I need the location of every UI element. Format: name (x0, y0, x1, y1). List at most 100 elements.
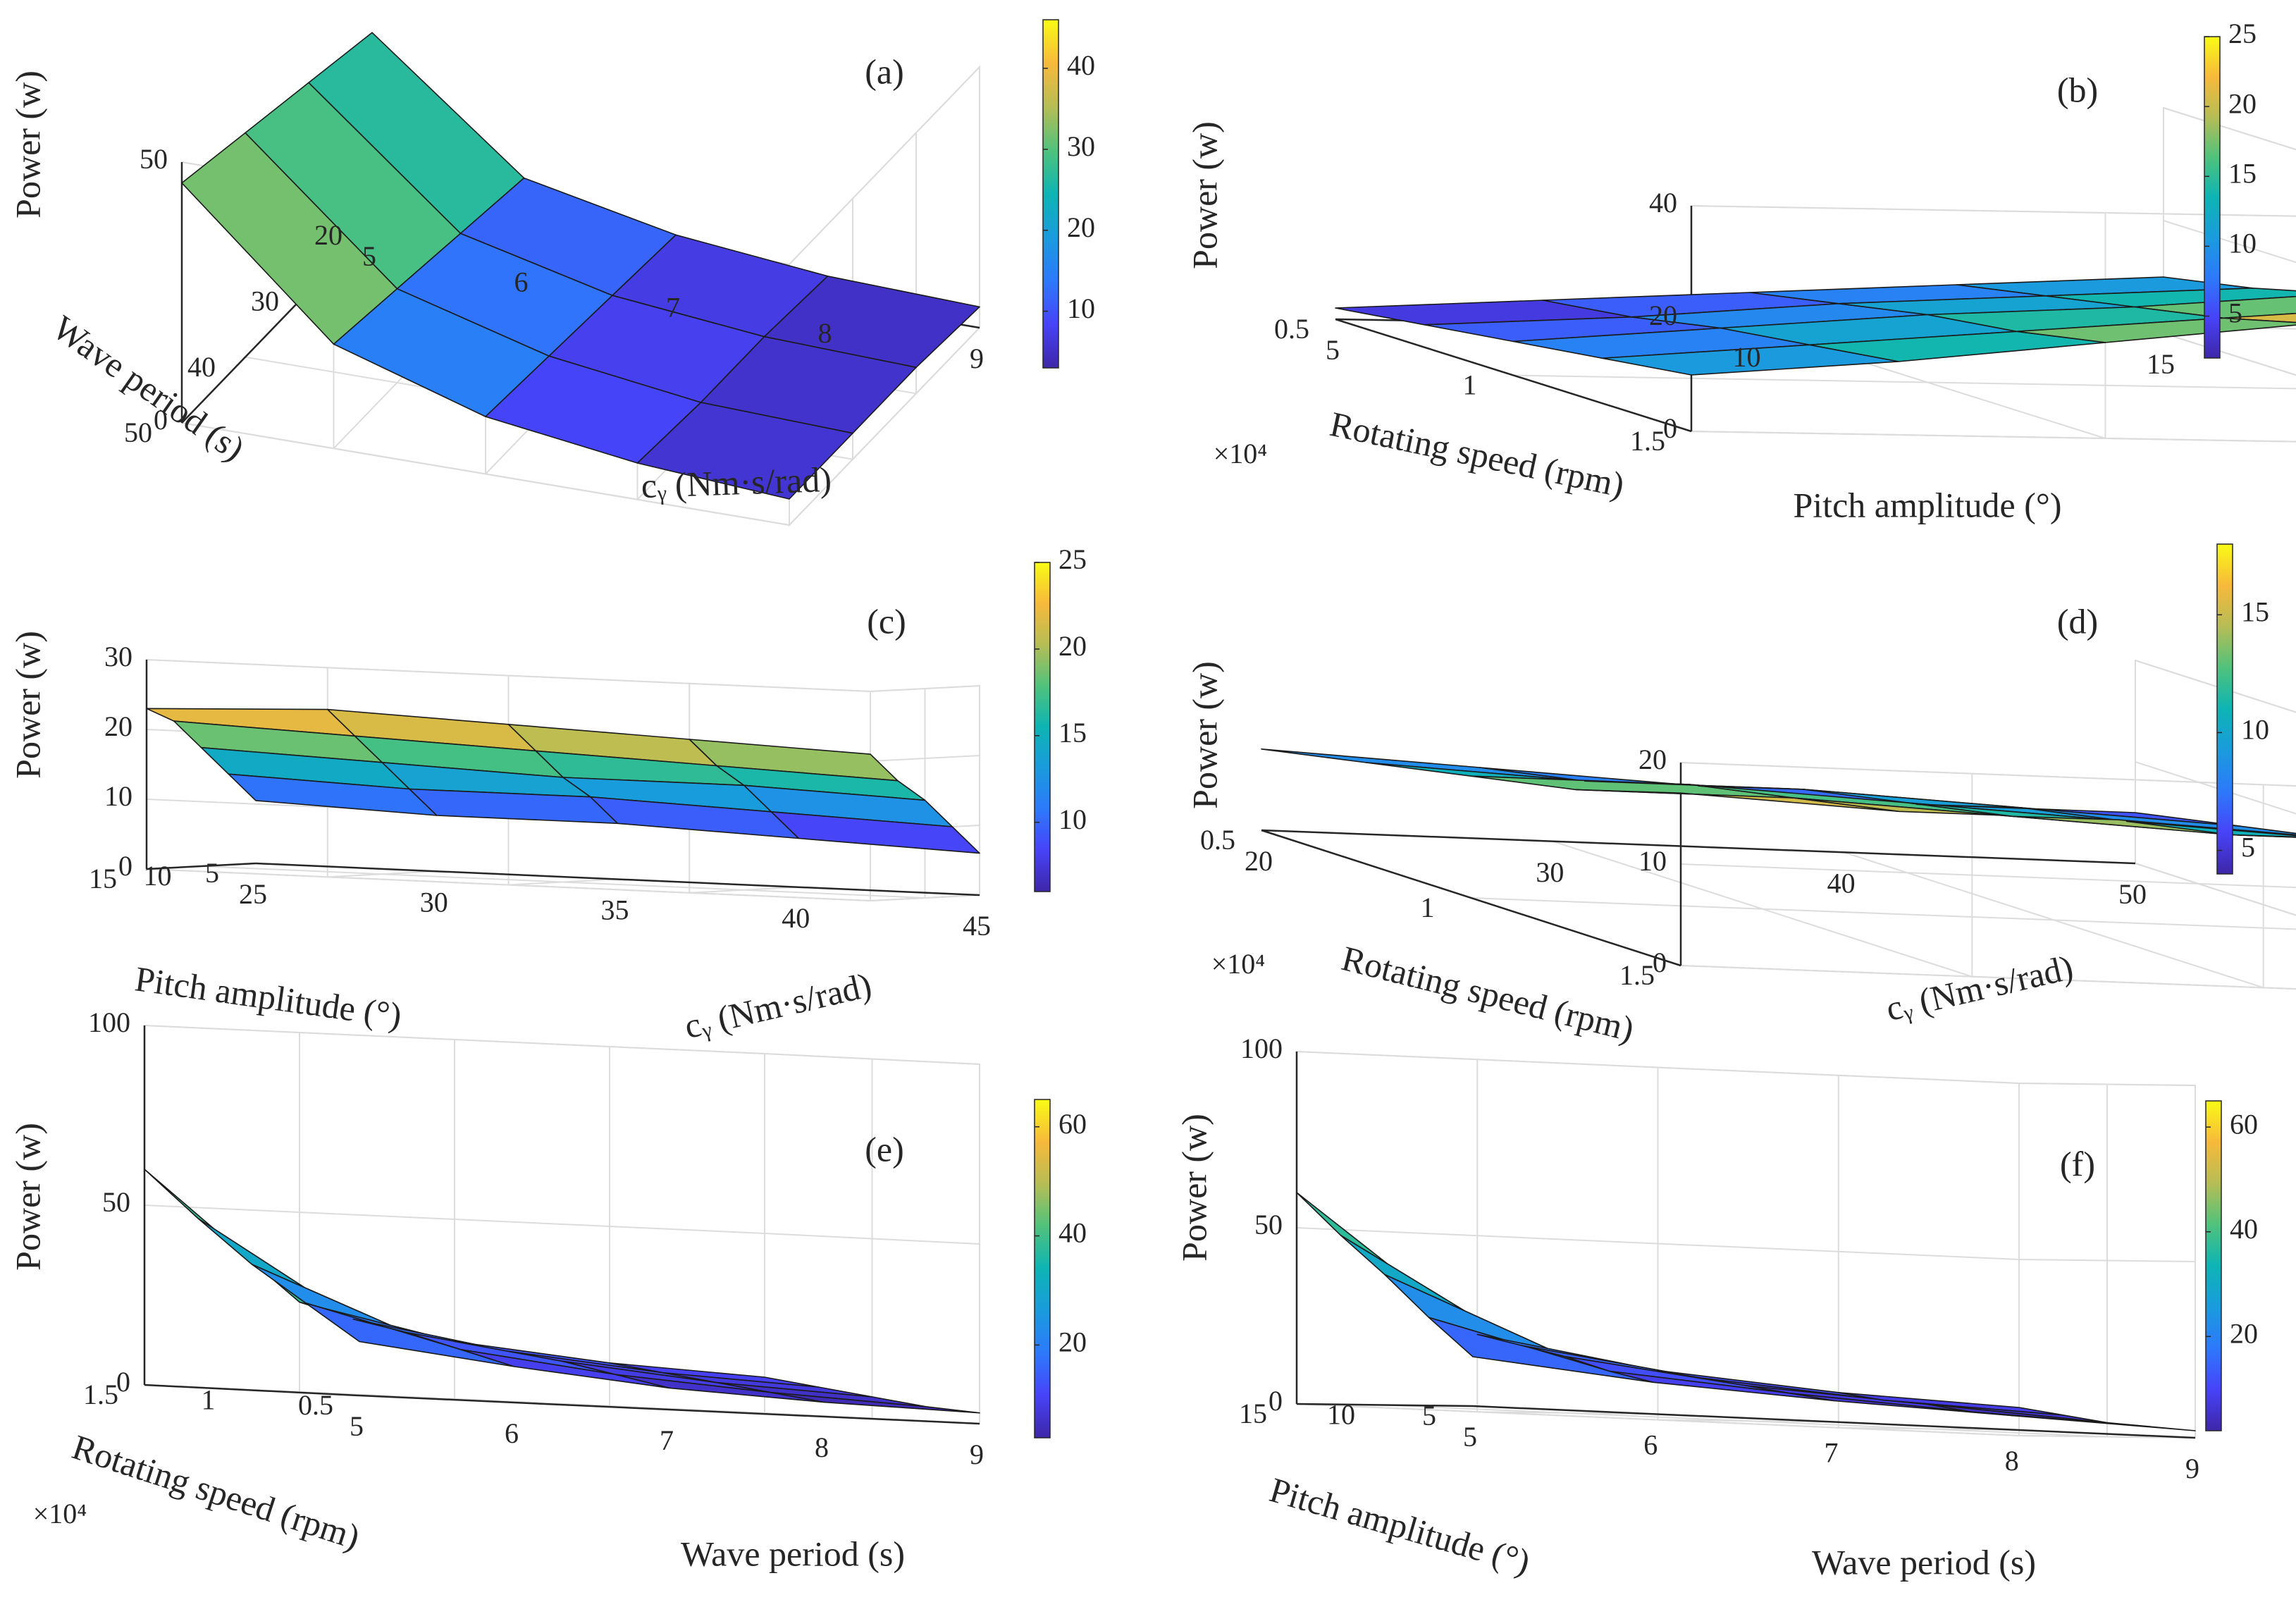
y-tick-label: 0.5 (298, 1389, 333, 1421)
y-axis-line (1296, 1403, 1474, 1407)
colorbar-tick-label: 40 (1058, 1217, 1087, 1249)
x-tick-label: 40 (782, 902, 810, 934)
grid-line-z (146, 868, 980, 902)
colorbar (2204, 36, 2221, 359)
panel-label: (b) (2057, 70, 2098, 109)
colorbar-tick-label: 30 (1067, 130, 1095, 162)
grid-line-y (1513, 374, 2296, 390)
z-tick-label: 10 (104, 780, 132, 812)
y-axis-label: Rotating speed (rpm) (1338, 938, 1638, 1049)
y-tick-label: 5 (1422, 1400, 1436, 1431)
z-tick-label: 0 (1269, 1385, 1283, 1417)
x-tick-label: 5 (1326, 334, 1340, 366)
z-tick-label: 0 (118, 850, 132, 882)
surface-patch (2230, 834, 2296, 838)
colorbar-tick-label: 20 (2228, 87, 2257, 119)
axis-multiplier: ×10⁴ (1214, 438, 1268, 469)
surface-patch (1689, 784, 2014, 818)
surface-patch (1609, 1370, 1835, 1402)
x-axis-label: cᵧ (Nm·s/rad) (1882, 947, 2077, 1028)
x-tick-label: 7 (660, 1424, 674, 1456)
x-axis-line (1261, 829, 2136, 865)
grid-line-z (1680, 761, 2296, 889)
z-tick-label: 20 (1649, 300, 1677, 331)
surface-patch (1602, 344, 1899, 376)
colorbar-tick-label: 10 (2241, 714, 2269, 746)
x-tick-label: 15 (2147, 348, 2175, 380)
y-tick-label: 1.5 (1619, 959, 1655, 991)
y-tick-label: 1 (1421, 892, 1435, 923)
x-tick-label: 5 (362, 240, 376, 272)
colorbar-tick-label: 5 (2228, 297, 2242, 329)
x-tick-label: 30 (1536, 856, 1564, 888)
chart-panel-b: 5 10 15 0.5 1 1.50 20 40 Power (w) Pitch amplitud… (1185, 18, 2296, 524)
y-tick-label: 20 (314, 219, 342, 251)
y-axis-line (1261, 829, 1681, 967)
z-tick-label: 100 (1240, 1033, 1283, 1064)
grid-line-z (144, 1025, 980, 1065)
x-tick-label: 5 (1463, 1421, 1477, 1453)
colorbar (1034, 1099, 1051, 1438)
panel-label: (d) (2057, 601, 2098, 641)
x-axis-label: Wave period (s) (681, 1534, 905, 1573)
surface-patch (770, 1391, 980, 1414)
y-tick-label: 10 (1327, 1399, 1355, 1431)
y-axis-label: Pitch amplitude (°) (132, 959, 404, 1035)
y-tick-label: 0.5 (1200, 824, 1235, 856)
chart-panel-e: 5 6 7 8 9 0.5 1 1.50 50 100 Power (w) Wave period (… (8, 1006, 1087, 1573)
y-tick-label: 15 (1239, 1398, 1267, 1429)
x-axis-line (1472, 1405, 2196, 1439)
grid-line-z (1296, 1403, 2196, 1438)
colorbar-tick-label: 20 (1058, 1326, 1087, 1358)
x-axis-label: cᵧ (Nm·s/rad) (641, 460, 832, 505)
grid-line-z (1296, 1227, 2196, 1262)
grid-line-z (1296, 1051, 2196, 1086)
colorbar-tick-label: 10 (1067, 292, 1095, 324)
x-tick-label: 9 (2185, 1453, 2199, 1484)
colorbar-tick-label: 15 (2241, 596, 2269, 627)
z-tick-label: 0 (116, 1366, 130, 1398)
axis-multiplier: ×10⁴ (1211, 948, 1266, 980)
colorbar-tick-label: 20 (2230, 1317, 2258, 1349)
z-tick-label: 0 (154, 404, 168, 436)
grid-line-y (201, 865, 925, 899)
x-axis-label: Pitch amplitude (°) (1793, 485, 2061, 524)
x-tick-label: 30 (420, 886, 448, 918)
x-axis-label: cᵧ (Nm·s/rad) (681, 965, 875, 1046)
x-tick-label: 6 (505, 1417, 519, 1449)
surface-patch (2125, 820, 2296, 838)
x-tick-label: 5 (350, 1410, 364, 1442)
x-tick-label: 8 (2005, 1445, 2019, 1477)
grid-line-y (1384, 1404, 2108, 1438)
y-axis-line (144, 1384, 360, 1397)
y-tick-label: 50 (124, 417, 152, 448)
panel-label: (c) (867, 601, 906, 641)
y-axis-label: Pitch amplitude (°) (1266, 1469, 1535, 1582)
z-axis-label: Power (w) (1185, 661, 1224, 809)
x-tick-label: 7 (1825, 1437, 1839, 1469)
z-axis-label: Power (w) (1174, 1114, 1214, 1262)
grid-line-z (144, 1204, 980, 1245)
colorbar-tick-label: 25 (2228, 18, 2257, 49)
colorbar-tick-label: 60 (2230, 1108, 2258, 1140)
z-axis-label: Power (w) (8, 70, 47, 218)
x-axis-line (255, 862, 980, 896)
surface-patch (770, 811, 980, 854)
x-tick-label: 20 (1245, 845, 1273, 877)
x-tick-label: 35 (601, 894, 629, 926)
x-tick-label: 40 (1827, 868, 1856, 899)
surface-patch (1926, 1403, 2152, 1428)
y-tick-label: 15 (89, 863, 117, 894)
colorbar (1042, 19, 1059, 369)
x-axis-line (359, 1394, 980, 1425)
colorbar-tick-label: 10 (2228, 228, 2257, 259)
x-tick-label: 6 (514, 266, 529, 297)
grid-line-z (1691, 333, 2296, 443)
x-tick-label: 7 (666, 292, 680, 324)
colorbar-tick-label: 40 (2230, 1213, 2258, 1245)
colorbar-tick-label: 20 (1058, 630, 1087, 662)
colorbar-tick-label: 5 (2241, 832, 2255, 863)
z-tick-label: 50 (102, 1186, 130, 1218)
